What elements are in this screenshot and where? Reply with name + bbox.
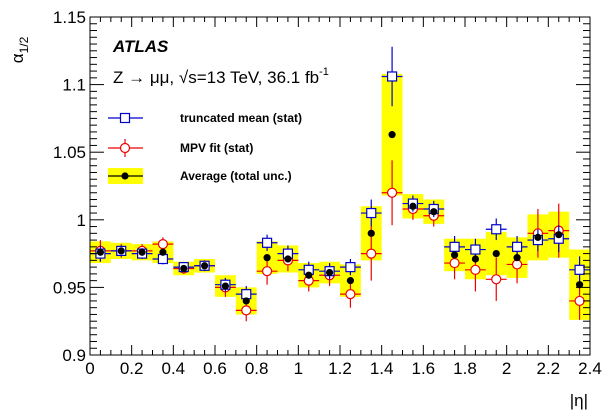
uncertainty-bands	[90, 73, 590, 320]
mpv-fit-point	[511, 259, 523, 270]
run-info-sup: -1	[319, 66, 329, 78]
x-tick-label: 0.4	[162, 359, 186, 378]
x-tick-label: 1.4	[370, 359, 394, 378]
tick-labels: 0 0.2 0.4 0.6 0.8 1 1.2 1.4 1.6 1.8 2 2.2 2.4 0.9 0.95…	[53, 8, 602, 378]
average-point	[200, 262, 209, 270]
average-point	[409, 202, 417, 210]
y-tick-label: 1.1	[62, 76, 86, 95]
mpv-fit-point	[345, 289, 356, 300]
mpv-fit-point	[491, 274, 502, 285]
y-axis-label-sub: 1/2	[17, 36, 31, 53]
average-point	[96, 248, 105, 256]
legend-label-0: truncated mean (stat)	[180, 111, 302, 125]
y-tick-label: 1.05	[53, 143, 86, 162]
average-point	[117, 247, 125, 255]
average-point	[513, 254, 521, 262]
average-point	[180, 264, 188, 273]
average-point	[430, 208, 438, 216]
x-tick-label: 2	[502, 359, 511, 378]
legend-label-1: MPV fit (stat)	[180, 141, 253, 155]
average-point	[221, 282, 230, 290]
truncated-mean-point	[449, 241, 460, 252]
average-point	[555, 231, 563, 239]
truncated-mean-point	[261, 237, 273, 248]
mpv-fit-point	[366, 248, 377, 259]
legend-label-2: Average (total unc.)	[180, 169, 292, 183]
x-tick-label: 1.2	[328, 359, 352, 378]
legend-average-marker	[121, 172, 129, 180]
run-info-label: Z → μμ, √s=13 TeV, 36.1 fb-1	[113, 66, 329, 87]
legend: truncated mean (stat) MPV fit (stat) Avera…	[108, 111, 302, 184]
average-point	[159, 248, 167, 256]
y-tick-label: 0.95	[53, 278, 86, 297]
atlas-label: ATLAS	[112, 37, 169, 56]
truncated-mean-point	[345, 262, 356, 273]
data-series	[90, 46, 590, 322]
truncated-mean-point	[157, 253, 169, 265]
truncated-mean-point	[491, 224, 502, 235]
average-point	[367, 229, 375, 237]
average-point	[263, 254, 271, 262]
mpv-fit-point	[449, 257, 460, 269]
mpv-fit-point	[241, 305, 252, 316]
x-tick-label: 1.6	[412, 359, 436, 378]
legend-truncated-mean-marker	[119, 112, 131, 124]
axis-ticks	[89, 16, 591, 356]
mpv-fit-point	[574, 295, 585, 307]
truncated-mean-point	[386, 71, 398, 82]
y-tick-label: 1	[77, 211, 86, 230]
x-tick-label: 0	[85, 359, 94, 378]
x-tick-label: 2.4	[578, 359, 602, 378]
x-tick-label: 0.2	[120, 359, 144, 378]
truncated-mean-point	[470, 244, 481, 255]
mpv-fit-point	[470, 264, 481, 275]
truncated-mean-point	[366, 207, 377, 219]
x-tick-label: 1	[294, 359, 303, 378]
legend-mpv-marker	[119, 142, 131, 154]
y-axis-label-main: α	[8, 53, 27, 63]
mpv-fit-point	[261, 266, 273, 277]
average-point	[388, 131, 396, 139]
average-point	[534, 233, 542, 241]
x-tick-label: 2.2	[537, 359, 561, 378]
truncated-mean-point	[511, 241, 523, 252]
y-tick-label: 0.9	[62, 346, 86, 365]
average-point	[575, 281, 584, 289]
average-point	[284, 255, 292, 263]
mpv-fit-point	[386, 187, 398, 198]
average-point	[450, 251, 459, 259]
x-axis-label: |η|	[570, 391, 588, 410]
y-tick-label: 1.15	[53, 8, 86, 27]
x-tick-label: 0.6	[203, 359, 227, 378]
y-axis-label: α1/2	[8, 36, 31, 63]
average-point	[471, 255, 480, 263]
average-point	[138, 248, 146, 256]
average-point	[325, 268, 334, 277]
average-point	[242, 297, 250, 305]
truncated-mean-point	[241, 289, 252, 300]
average-point	[492, 250, 500, 258]
average-point	[346, 277, 355, 285]
average-point	[305, 271, 313, 279]
truncated-mean-point	[574, 264, 585, 275]
mpv-fit-point	[157, 239, 169, 250]
x-tick-label: 1.8	[453, 359, 477, 378]
run-info-text: Z → μμ, √s=13 TeV, 36.1 fb	[113, 68, 319, 87]
x-tick-label: 0.8	[245, 359, 269, 378]
